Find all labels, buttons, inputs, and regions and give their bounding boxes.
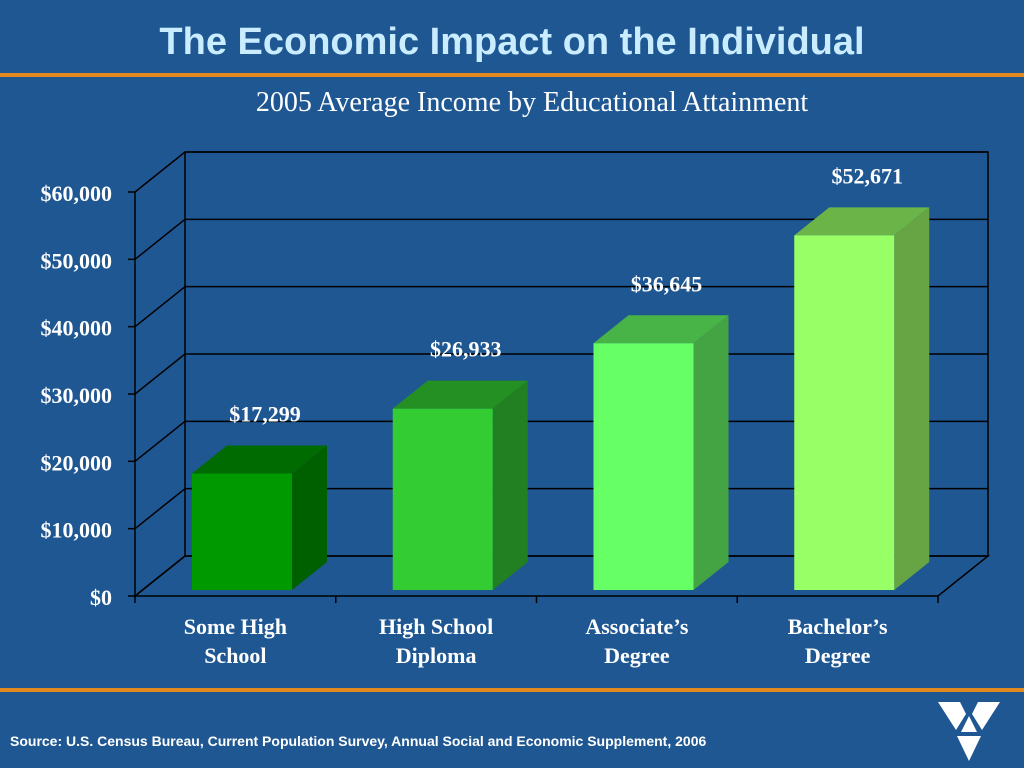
bar-side (693, 315, 729, 590)
bar-top (794, 207, 930, 236)
y-tick-label: $20,000 (41, 450, 113, 475)
x-tick-label: Some High (184, 614, 287, 639)
data-label: $52,671 (832, 163, 904, 188)
bar-side (894, 207, 930, 590)
gridline-side (134, 286, 186, 328)
chart-floor (132, 555, 991, 597)
gridline-side (134, 420, 186, 462)
y-tick-label: $30,000 (41, 383, 113, 408)
chart-title: 2005 Average Income by Educational Attai… (255, 87, 809, 118)
gridline-side (134, 353, 186, 395)
x-tick-label: Bachelor’s (788, 614, 888, 639)
bar-side (492, 380, 528, 590)
bar-side (292, 445, 327, 590)
data-label: $17,299 (229, 402, 301, 427)
bar-top (593, 315, 729, 344)
x-tick-label: Degree (604, 643, 670, 668)
bar (192, 473, 292, 590)
y-tick-label: $40,000 (41, 316, 113, 341)
bar (392, 408, 493, 590)
gridline-side (134, 488, 186, 530)
x-tick-label: Diploma (396, 643, 477, 668)
x-tick-label: High School (379, 614, 493, 639)
gridline-side (134, 218, 186, 260)
gridline-side (134, 151, 186, 193)
data-label: $26,933 (430, 337, 502, 362)
x-tick-label: School (204, 643, 266, 668)
data-label: $36,645 (631, 271, 703, 296)
bottom-divider (0, 688, 1024, 692)
y-tick-label: $10,000 (41, 518, 113, 543)
bar (593, 343, 694, 590)
slide-title: The Economic Impact on the Individual (159, 21, 865, 63)
bar-top (392, 380, 528, 409)
y-tick-label: $50,000 (41, 248, 113, 273)
y-tick-label: $0 (90, 585, 112, 610)
bar (794, 235, 895, 590)
bar-top (192, 445, 327, 474)
logo-icon (938, 702, 1000, 761)
x-tick-label: Degree (805, 643, 871, 668)
x-tick-label: Associate’s (585, 614, 688, 639)
source-note: Source: U.S. Census Bureau, Current Popu… (10, 733, 707, 749)
top-divider (0, 73, 1024, 77)
y-tick-label: $60,000 (41, 181, 113, 206)
